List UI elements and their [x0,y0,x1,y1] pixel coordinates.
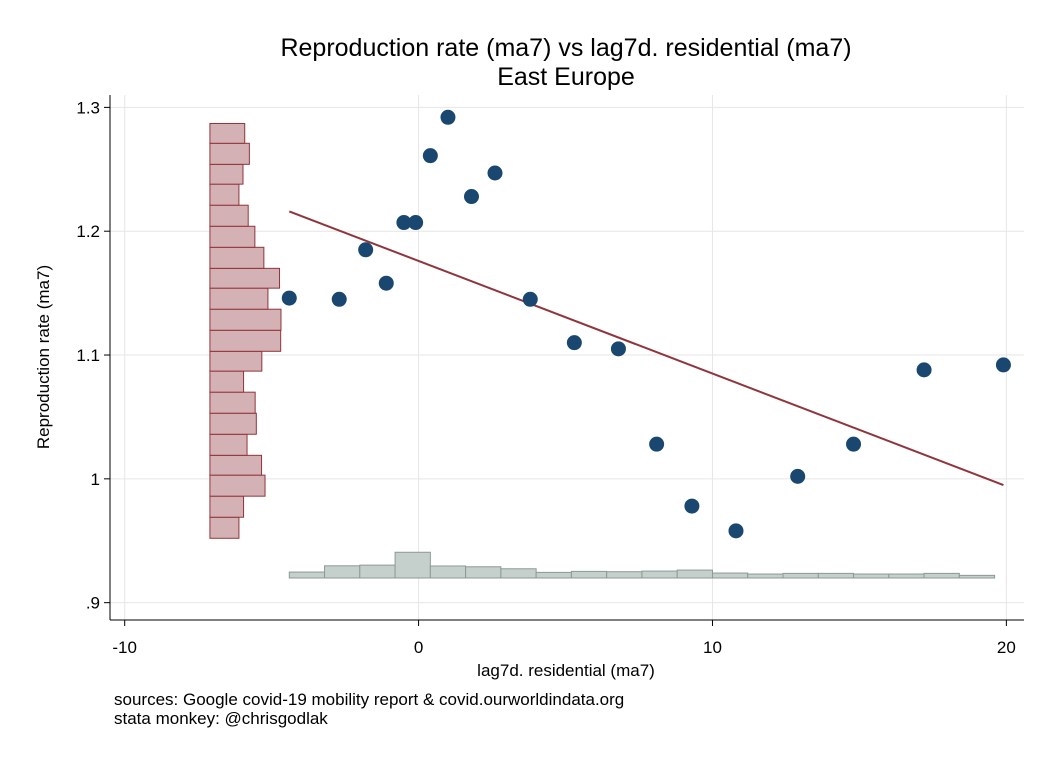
sources-note: sources: Google covid-19 mobility report… [114,690,625,709]
data-point [846,436,862,452]
data-point [281,290,297,306]
y-tick-label: 1.1 [76,346,100,365]
fit-line-layer [288,210,1004,486]
y-histogram-bar [209,350,263,372]
x-histogram-bar [676,569,713,579]
y-histogram-bar [209,183,240,206]
x-histogram-bar [359,564,396,579]
chart-subtitle: East Europe [497,63,635,91]
data-point [408,215,424,231]
x-histogram-bar [711,572,749,579]
x-histogram-bar [465,566,502,579]
x-histogram-bar [888,573,925,579]
x-tick-label: 10 [703,638,722,657]
data-point [995,357,1011,373]
y-tick-label: 1.3 [76,98,100,117]
y-tick-label: .9 [86,594,100,613]
y-histogram-bar [209,370,245,393]
data-point [358,242,374,258]
x-histogram-bar [570,570,608,579]
y-histogram-bar [209,495,245,518]
x-histogram-bar [606,571,643,579]
y-tick-label: 1.2 [76,222,100,241]
y-histogram-bar [209,308,282,331]
y-histogram [209,122,282,539]
y-histogram-bar [209,122,246,144]
data-point [396,215,412,231]
x-histogram-bar [288,571,326,579]
data-point [566,335,582,351]
data-point [522,291,538,307]
y-histogram-bar [209,225,256,248]
x-histogram-bar [429,565,467,579]
x-histogram-bar [535,571,572,579]
data-point [378,275,394,291]
x-histogram-bar [641,570,678,579]
x-tick-label: -10 [112,638,137,657]
x-axis-label: lag7d. residential (ma7) [477,661,655,680]
x-histogram-bar [500,568,537,579]
y-histogram-bar [209,287,269,310]
data-point [649,436,665,452]
x-histogram-bar [853,573,890,579]
y-histogram-bar [209,433,248,456]
data-point [422,148,438,164]
y-tick-label: 1 [91,470,100,489]
x-histogram-bar [782,572,819,579]
y-histogram-bar [209,391,256,414]
scatter-points [281,109,1011,539]
x-histogram-bar [747,573,784,579]
y-histogram-bar [209,204,249,227]
x-histogram-bar [817,572,855,579]
data-point [440,109,456,125]
chart-title: Reproduction rate (ma7) vs lag7d. reside… [280,34,851,62]
y-histogram-bar [209,329,282,352]
y-histogram-bar [209,246,265,269]
x-histogram-bar [958,574,996,579]
data-point [684,498,700,514]
y-axis-ticks: .9 1 1.1 1.2 1.3 [76,98,110,613]
data-point [463,189,479,205]
x-histogram-bar [923,572,960,579]
x-axis-ticks: -10 0 10 20 [112,620,1016,657]
x-tick-label: 20 [997,638,1016,657]
x-histogram-bar [324,565,361,579]
y-histogram-bar [209,474,266,497]
fit-line [288,210,1004,486]
data-point [916,362,932,378]
y-histogram-bar [209,163,244,185]
data-point [487,165,503,181]
y-histogram-bar [209,142,250,165]
y-histogram-bar [209,516,240,539]
data-point [610,341,626,357]
data-point [331,291,347,307]
y-histogram-bar [209,267,281,289]
y-histogram-bar [209,454,263,476]
author-note: stata monkey: @chrisgodlak [114,709,328,728]
y-axis-label: Reproduction rate (ma7) [34,265,53,449]
x-tick-label: 0 [414,638,423,657]
source-notes: sources: Google covid-19 mobility report… [114,690,624,728]
y-histogram-bar [209,412,257,435]
x-histogram [288,551,996,579]
x-histogram-bar [394,551,431,579]
data-point [790,468,806,484]
data-point [728,523,744,539]
